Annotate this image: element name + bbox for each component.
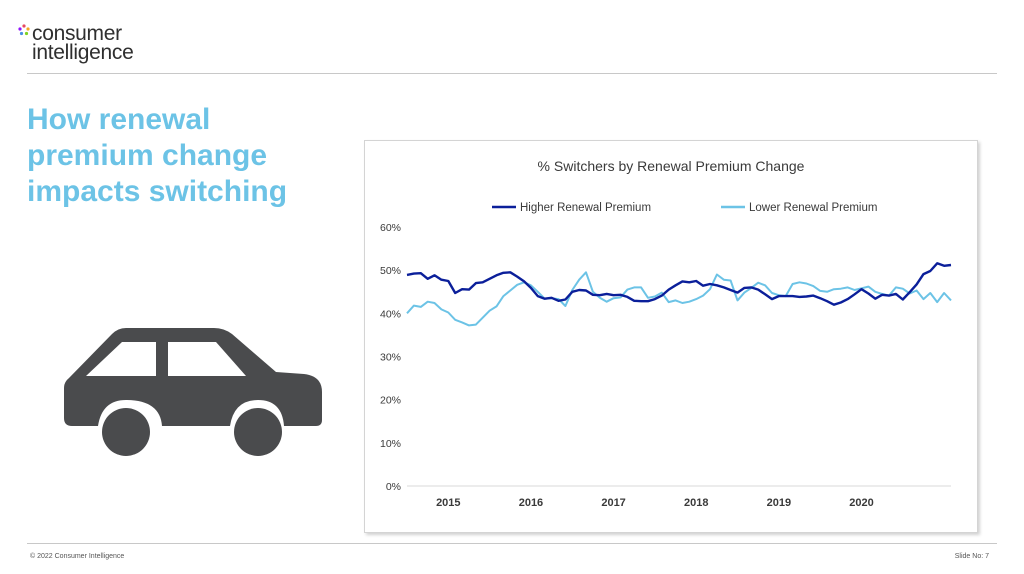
footer-copyright: © 2022 Consumer Intelligence <box>30 553 125 560</box>
legend-label-higher: Higher Renewal Premium <box>520 202 651 214</box>
x-tick-label: 2020 <box>849 497 873 509</box>
y-tick-label: 50% <box>380 265 401 277</box>
series-line-higher-renewal-premium <box>406 262 952 306</box>
y-axis: 0% 10% 20% 30% 40% 50% 60% <box>380 222 401 493</box>
x-tick-label: 2016 <box>519 497 543 509</box>
brand-logo: consumer intelligence <box>18 22 178 66</box>
page-title-line-2: premium change <box>27 139 268 172</box>
chart-legend: Higher Renewal Premium Lower Renewal Pre… <box>492 202 877 214</box>
x-tick-label: 2015 <box>436 497 460 509</box>
footer-slide-number: Slide No: 7 <box>954 553 989 560</box>
footer-divider <box>27 543 997 544</box>
page-title: How renewal premium change impacts switc… <box>27 102 327 210</box>
logo-mark-icon <box>18 24 30 36</box>
car-icon <box>64 328 322 456</box>
x-tick-label: 2017 <box>601 497 625 509</box>
chart-canvas: % Switchers by Renewal Premium Change Hi… <box>380 158 952 509</box>
y-tick-label: 40% <box>380 308 401 320</box>
header-divider <box>27 73 997 74</box>
x-tick-label: 2019 <box>767 497 791 509</box>
switchers-chart: % Switchers by Renewal Premium Change Hi… <box>364 140 978 533</box>
page-title-line-3: impacts switching <box>27 175 288 208</box>
x-tick-label: 2018 <box>684 497 708 509</box>
logo-text-line2: intelligence <box>32 41 134 64</box>
chart-title: % Switchers by Renewal Premium Change <box>538 158 805 174</box>
y-tick-label: 0% <box>386 481 401 493</box>
y-tick-label: 30% <box>380 352 401 364</box>
y-tick-label: 20% <box>380 395 401 407</box>
x-axis: 2015 2016 2017 2018 2019 2020 <box>407 485 951 509</box>
page-title-line-1: How renewal <box>27 103 211 136</box>
y-tick-label: 10% <box>380 438 401 450</box>
y-tick-label: 60% <box>380 222 401 234</box>
plot-area <box>406 262 952 327</box>
legend-label-lower: Lower Renewal Premium <box>749 202 877 214</box>
logo-text-line1: consumer <box>32 22 122 45</box>
